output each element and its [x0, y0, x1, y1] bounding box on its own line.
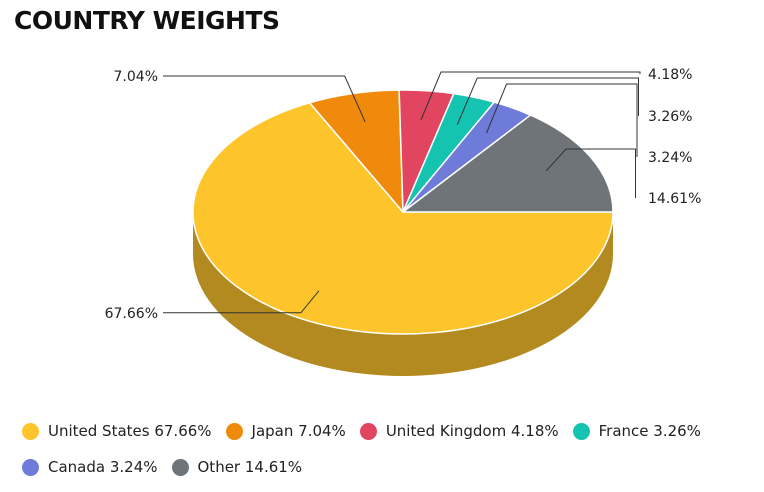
legend-label-united-states: United States 67.66%	[48, 422, 212, 440]
chart-title: COUNTRY WEIGHTS	[14, 6, 280, 35]
pie-chart: 67.66% 7.04% 4.18% 3.26% 3.24% 14.61%	[105, 67, 702, 376]
data-label-japan: 7.04%	[114, 69, 158, 85]
pie-side-walls	[193, 212, 613, 376]
pie-slice-other[interactable]	[402, 114, 614, 213]
legend-row-1: United States 67.66% Japan 7.04% United …	[22, 420, 752, 442]
leader-line-japan	[163, 75, 366, 123]
legend-marker-other	[171, 458, 189, 476]
legend-item-canada[interactable]: Canada 3.24%	[22, 458, 158, 476]
legend-item-other[interactable]: Other 14.61%	[171, 458, 303, 476]
legend-item-japan[interactable]: Japan 7.04%	[225, 422, 346, 440]
pie-slice-united-states[interactable]	[192, 101, 614, 335]
pie-labels: 67.66% 7.04% 4.18% 3.26% 3.24% 14.61%	[105, 67, 702, 322]
leader-line-other	[545, 148, 636, 198]
data-label-france: 3.26%	[648, 109, 692, 125]
data-label-canada: 3.24%	[648, 150, 692, 166]
data-label-united-kingdom: 4.18%	[648, 67, 692, 83]
leader-line-canada	[486, 83, 638, 157]
legend-marker-france	[572, 422, 590, 440]
leader-line-united-kingdom	[420, 71, 641, 121]
leader-line-france	[456, 77, 639, 125]
legend-item-united-kingdom[interactable]: United Kingdom 4.18%	[359, 422, 559, 440]
legend-label-united-kingdom: United Kingdom 4.18%	[385, 422, 559, 440]
pie-side-united-states	[193, 212, 613, 376]
data-label-united-states: 67.66%	[105, 306, 158, 322]
legend-row-2: Canada 3.24% Other 14.61%	[22, 456, 752, 478]
legend-marker-united-states	[22, 422, 39, 440]
leader-line-united-states	[163, 290, 320, 314]
pie-top-faces	[192, 89, 614, 335]
legend-label-france: France 3.26%	[598, 422, 701, 440]
legend-label-japan: Japan 7.04%	[251, 422, 346, 440]
legend-marker-canada	[22, 458, 39, 476]
legend: United States 67.66% Japan 7.04% United …	[22, 420, 752, 492]
legend-marker-japan	[225, 422, 243, 440]
data-label-other: 14.61%	[648, 191, 701, 207]
legend-item-france[interactable]: France 3.26%	[572, 422, 701, 440]
legend-label-canada: Canada 3.24%	[48, 458, 158, 476]
legend-marker-united-kingdom	[359, 422, 377, 440]
legend-label-other: Other 14.61%	[197, 458, 303, 476]
legend-item-united-states[interactable]: United States 67.66%	[22, 422, 212, 440]
